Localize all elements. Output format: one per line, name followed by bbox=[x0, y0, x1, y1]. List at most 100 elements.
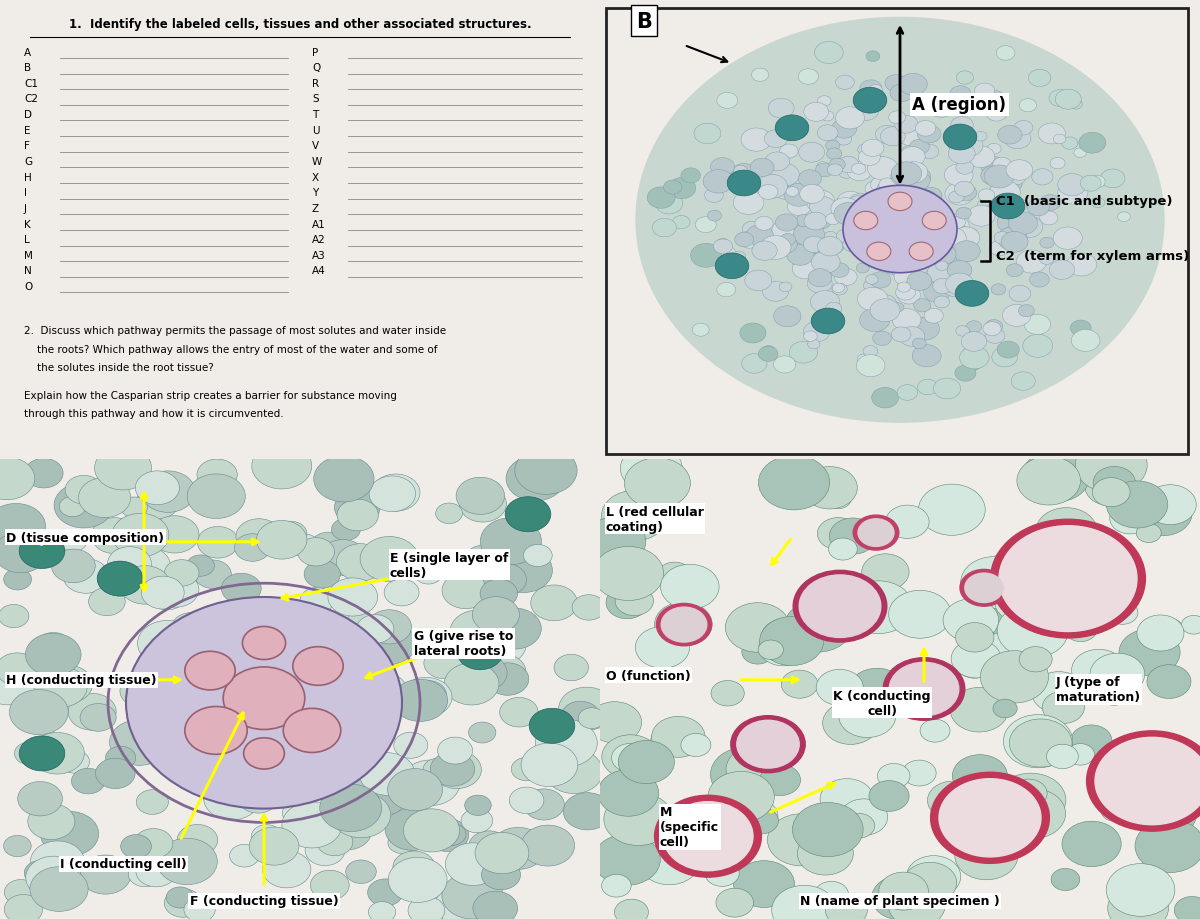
Circle shape bbox=[468, 722, 496, 743]
Circle shape bbox=[997, 213, 1025, 233]
Circle shape bbox=[829, 159, 845, 172]
Circle shape bbox=[1057, 182, 1088, 205]
Circle shape bbox=[892, 195, 919, 216]
Circle shape bbox=[120, 566, 170, 605]
Circle shape bbox=[974, 607, 1019, 641]
Text: Explain how the Casparian strip creates a barrier for substance moving: Explain how the Casparian strip creates … bbox=[24, 390, 397, 400]
Circle shape bbox=[898, 287, 920, 305]
Circle shape bbox=[690, 244, 721, 268]
Circle shape bbox=[647, 187, 676, 209]
Circle shape bbox=[97, 562, 143, 596]
Circle shape bbox=[901, 240, 919, 254]
Circle shape bbox=[242, 627, 286, 660]
Circle shape bbox=[1100, 170, 1124, 188]
Circle shape bbox=[283, 709, 341, 753]
Circle shape bbox=[865, 276, 878, 285]
Circle shape bbox=[856, 264, 869, 274]
Circle shape bbox=[444, 664, 499, 705]
Text: the roots? Which pathway allows the entry of most of the water and some of: the roots? Which pathway allows the entr… bbox=[24, 344, 438, 354]
Circle shape bbox=[335, 491, 380, 526]
Circle shape bbox=[811, 252, 840, 274]
Circle shape bbox=[4, 569, 31, 590]
Circle shape bbox=[764, 153, 790, 172]
Circle shape bbox=[635, 627, 690, 668]
Circle shape bbox=[204, 777, 260, 820]
Text: A4: A4 bbox=[312, 267, 325, 276]
Circle shape bbox=[880, 305, 895, 317]
Circle shape bbox=[197, 460, 238, 491]
Circle shape bbox=[743, 222, 762, 237]
Circle shape bbox=[35, 633, 72, 661]
Circle shape bbox=[652, 717, 706, 757]
Circle shape bbox=[523, 789, 564, 820]
Circle shape bbox=[1156, 618, 1183, 640]
Circle shape bbox=[68, 694, 116, 731]
Circle shape bbox=[1019, 305, 1034, 317]
Circle shape bbox=[716, 283, 736, 298]
Circle shape bbox=[1135, 791, 1196, 838]
Circle shape bbox=[985, 329, 1004, 344]
Circle shape bbox=[1019, 647, 1052, 672]
Circle shape bbox=[0, 458, 35, 500]
Circle shape bbox=[752, 242, 778, 261]
Circle shape bbox=[726, 745, 788, 793]
Circle shape bbox=[997, 228, 1027, 251]
Circle shape bbox=[562, 701, 600, 731]
Circle shape bbox=[980, 157, 1006, 176]
Circle shape bbox=[456, 478, 504, 515]
Circle shape bbox=[809, 212, 832, 230]
Circle shape bbox=[839, 121, 856, 135]
Circle shape bbox=[732, 799, 778, 834]
Circle shape bbox=[1039, 211, 1058, 226]
Circle shape bbox=[432, 751, 481, 789]
Circle shape bbox=[892, 163, 922, 186]
Circle shape bbox=[920, 188, 942, 204]
Circle shape bbox=[203, 713, 262, 758]
Circle shape bbox=[948, 227, 977, 249]
Circle shape bbox=[473, 597, 520, 633]
Circle shape bbox=[902, 760, 936, 786]
Circle shape bbox=[442, 872, 503, 919]
Circle shape bbox=[840, 799, 888, 835]
Text: T: T bbox=[312, 110, 318, 119]
Circle shape bbox=[1078, 605, 1109, 629]
Circle shape bbox=[842, 186, 958, 274]
Circle shape bbox=[901, 238, 932, 262]
Circle shape bbox=[928, 781, 978, 820]
Circle shape bbox=[842, 238, 862, 253]
Circle shape bbox=[955, 281, 989, 307]
Circle shape bbox=[1074, 149, 1086, 158]
Circle shape bbox=[733, 192, 764, 215]
Circle shape bbox=[996, 773, 1066, 827]
Circle shape bbox=[409, 681, 446, 709]
Circle shape bbox=[601, 735, 659, 779]
Circle shape bbox=[59, 530, 88, 552]
Circle shape bbox=[889, 591, 952, 639]
Circle shape bbox=[205, 704, 251, 739]
Circle shape bbox=[986, 106, 1007, 122]
Circle shape bbox=[774, 236, 797, 254]
Text: K (conducting
cell): K (conducting cell) bbox=[833, 689, 931, 717]
Circle shape bbox=[400, 677, 452, 717]
Circle shape bbox=[948, 192, 964, 204]
Circle shape bbox=[296, 740, 355, 785]
Circle shape bbox=[505, 497, 551, 532]
Circle shape bbox=[707, 211, 721, 221]
Circle shape bbox=[1122, 774, 1184, 821]
Circle shape bbox=[473, 891, 517, 919]
Circle shape bbox=[980, 651, 1049, 703]
Circle shape bbox=[833, 284, 845, 293]
Text: X: X bbox=[312, 173, 319, 182]
Circle shape bbox=[918, 484, 985, 536]
Circle shape bbox=[930, 215, 947, 228]
Circle shape bbox=[1033, 528, 1094, 576]
Circle shape bbox=[54, 483, 113, 528]
Circle shape bbox=[910, 243, 934, 261]
Circle shape bbox=[1036, 508, 1097, 555]
Circle shape bbox=[725, 603, 790, 652]
Circle shape bbox=[797, 587, 850, 628]
Circle shape bbox=[430, 753, 475, 787]
Circle shape bbox=[955, 832, 1018, 879]
Circle shape bbox=[535, 720, 598, 767]
Circle shape bbox=[1009, 286, 1031, 302]
